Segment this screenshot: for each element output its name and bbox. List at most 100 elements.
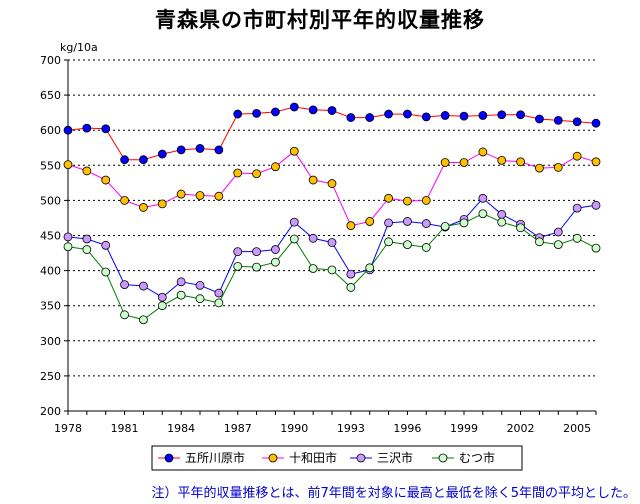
data-point: [478, 193, 488, 203]
data-point: [82, 123, 92, 133]
data-point: [139, 315, 148, 325]
data-point: [478, 209, 488, 219]
data-point: [271, 162, 280, 172]
data-point: [139, 281, 148, 291]
x-tick-label: 1990: [280, 422, 308, 435]
data-point: [139, 155, 148, 165]
data-point: [497, 217, 507, 227]
y-axis-label: kg/10a: [60, 41, 98, 54]
data-point: [289, 102, 299, 112]
data-point: [421, 112, 431, 122]
data-point: [271, 257, 280, 267]
data-point: [553, 163, 563, 172]
data-point: [497, 155, 507, 165]
data-point: [403, 109, 412, 119]
series-line-3: [67, 197, 597, 298]
y-tick-label: 650: [40, 89, 61, 102]
data-point: [384, 109, 393, 119]
data-point: [308, 105, 318, 115]
data-point: [384, 218, 393, 228]
data-point: [214, 288, 224, 298]
data-point: [271, 245, 280, 254]
legend-box: [151, 445, 523, 471]
data-point: [421, 219, 431, 228]
data-point: [101, 240, 111, 250]
data-point: [440, 111, 450, 120]
data-point: [421, 195, 431, 205]
data-point: [572, 233, 582, 243]
y-tick-label: 250: [40, 370, 61, 383]
y-tick-label: 700: [40, 54, 61, 67]
data-point: [440, 221, 450, 231]
data-point: [553, 227, 563, 237]
chart-title: 青森県の市町村別平年的収量推移: [155, 8, 485, 32]
data-point: [308, 175, 318, 185]
data-point: [120, 195, 129, 205]
x-tick-label: 2002: [507, 422, 535, 435]
data-point: [233, 168, 243, 178]
series-group: [63, 102, 601, 325]
legend-label: 三沢市: [377, 450, 413, 465]
data-point: [553, 240, 563, 250]
data-point: [591, 200, 601, 210]
data-point: [176, 290, 186, 300]
data-point: [516, 223, 525, 233]
x-tick-label: 1984: [167, 422, 195, 435]
data-point: [308, 264, 318, 273]
data-point: [157, 199, 167, 209]
y-tick-label: 500: [40, 194, 61, 207]
data-point: [572, 203, 582, 213]
data-point: [327, 265, 337, 275]
data-point: [289, 217, 299, 227]
data-point: [120, 280, 129, 290]
legend-marker: [268, 453, 278, 463]
data-point: [478, 147, 488, 157]
data-point: [308, 233, 318, 243]
data-point: [516, 110, 525, 120]
data-point: [63, 232, 73, 242]
data-point: [327, 238, 337, 247]
data-point: [459, 218, 469, 228]
x-tick-label: 2005: [563, 422, 591, 435]
data-point: [252, 108, 261, 118]
data-point: [572, 151, 582, 161]
x-tick-label: 1978: [54, 422, 82, 435]
data-point: [384, 193, 393, 203]
data-point: [101, 175, 111, 185]
data-point: [591, 157, 601, 167]
data-point: [553, 115, 563, 125]
data-point: [365, 217, 375, 226]
data-point: [478, 111, 488, 120]
data-point: [252, 247, 261, 257]
data-point: [365, 113, 375, 122]
y-tick-label: 200: [40, 405, 61, 418]
legend-marker: [164, 453, 174, 463]
data-point: [535, 237, 544, 247]
data-point: [233, 261, 243, 271]
data-point: [63, 242, 73, 252]
grid-lines: [68, 59, 596, 377]
data-point: [101, 267, 111, 277]
data-point: [535, 163, 544, 173]
data-point: [403, 217, 412, 226]
y-tick-label: 400: [40, 265, 61, 278]
data-point: [459, 158, 469, 167]
data-point: [346, 113, 356, 122]
data-point: [63, 125, 73, 135]
data-point: [195, 294, 205, 304]
data-point: [252, 262, 261, 272]
x-tick-label: 1996: [393, 422, 421, 435]
legend: 五所川原市 十和田市 三沢市 むつ市: [151, 445, 523, 471]
data-point: [271, 107, 280, 117]
data-point: [289, 234, 299, 244]
data-point: [535, 114, 544, 124]
data-point: [101, 124, 111, 134]
data-point: [384, 237, 393, 247]
data-point: [497, 210, 507, 219]
data-point: [82, 245, 92, 254]
y-tick-label: 350: [40, 300, 61, 313]
data-point: [195, 191, 205, 200]
data-point: [195, 280, 205, 290]
